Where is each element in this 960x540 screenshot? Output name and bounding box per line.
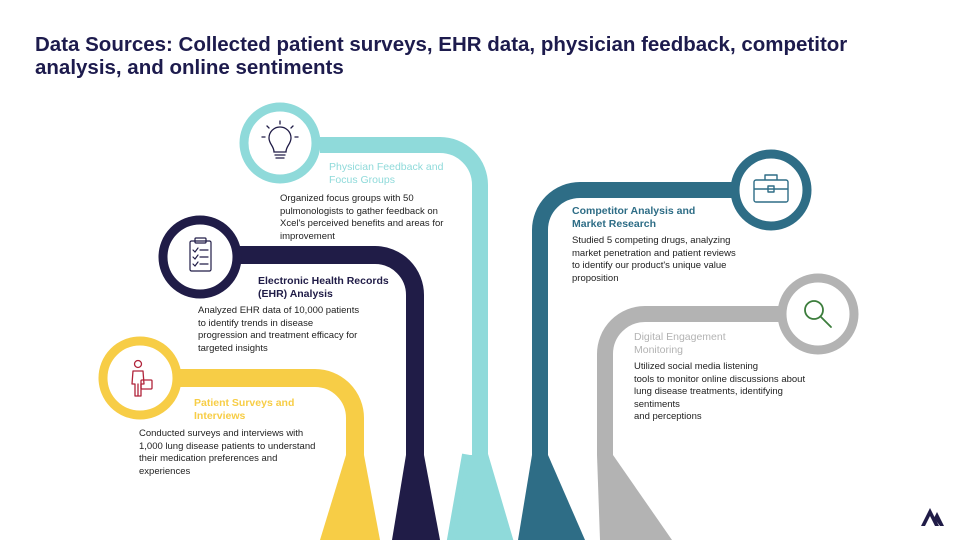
digital-description: Utilized social media listening tools to… xyxy=(634,361,806,422)
physician-description: Organized focus groups with 50 pulmonolo… xyxy=(280,193,444,242)
clipboard-checklist-icon xyxy=(189,237,212,272)
patient-heading: Patient Surveys and Interviews xyxy=(194,397,295,422)
ehr-description: Analyzed EHR data of 10,000 patients to … xyxy=(198,305,360,354)
patient-description: Conducted surveys and interviews with 1,… xyxy=(139,428,316,477)
ehr-band xyxy=(240,246,424,455)
competitor-description: Studied 5 competing drugs, analyzing mar… xyxy=(572,235,736,284)
digital-band-tail xyxy=(597,455,672,540)
brand-logo-icon xyxy=(921,508,944,526)
digital-node xyxy=(777,273,859,355)
competitor-heading: Competitor Analysis and Market Research xyxy=(572,205,696,230)
lightbulb-icon xyxy=(261,120,299,159)
physician-band-tail xyxy=(455,455,505,540)
ehr-node xyxy=(158,215,242,299)
competitor-node xyxy=(730,149,812,231)
competitor-band-tail xyxy=(518,455,585,540)
briefcase-icon xyxy=(753,174,789,203)
person-survey-icon xyxy=(131,359,153,397)
physician-heading: Physician Feedback and Focus Groups xyxy=(329,161,444,186)
physician-band xyxy=(320,137,514,540)
competitor-band xyxy=(532,182,750,455)
page-title: Data Sources: Collected patient surveys,… xyxy=(35,33,848,79)
digital-band xyxy=(597,306,780,455)
digital-heading: Digital Engagement Monitoring xyxy=(634,331,726,356)
ehr-band-tail xyxy=(392,455,440,540)
patient-band xyxy=(175,369,364,455)
magnifier-icon xyxy=(804,300,832,328)
patient-node xyxy=(98,336,182,420)
patient-band-tail xyxy=(320,455,380,540)
physician-node xyxy=(239,102,321,184)
ehr-heading: Electronic Health Records (EHR) Analysis xyxy=(258,275,389,300)
